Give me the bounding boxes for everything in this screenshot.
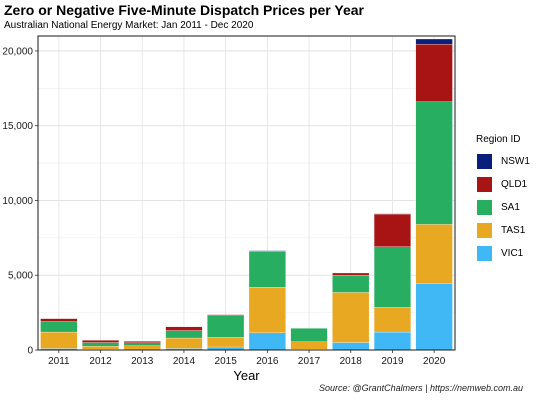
bar-segment-tas1-2011 — [40, 331, 78, 349]
bar-segment-tas1-2012 — [82, 346, 120, 350]
bar-segment-sa1-2016 — [248, 251, 286, 288]
legend-swatch — [476, 199, 493, 216]
x-tick-label: 2018 — [340, 356, 363, 367]
bar-segment-tas1-2020 — [415, 224, 453, 284]
bar-segment-qld1-2011 — [40, 318, 78, 322]
y-tick-label: 10,000 — [2, 196, 33, 207]
legend-title: Region ID — [476, 134, 521, 145]
bar-segment-vic1-2018 — [332, 342, 370, 351]
bar-segment-tas1-2017 — [290, 341, 328, 350]
y-tick-label: 20,000 — [2, 46, 33, 57]
bar-segment-sa1-2019 — [373, 246, 411, 308]
bar-segment-qld1-2018 — [332, 272, 370, 276]
y-tick-label: 5,000 — [8, 271, 33, 282]
x-axis-title: Year — [233, 368, 260, 383]
bar-segment-qld1-2014 — [165, 326, 203, 331]
bar-segment-qld1-2013 — [123, 341, 161, 343]
y-tick-label: 15,000 — [2, 121, 33, 132]
bar-segment-sa1-2014 — [165, 330, 203, 339]
x-tick-label: 2012 — [89, 356, 112, 367]
bar-segment-sa1-2018 — [332, 275, 370, 293]
source-caption: Source: @GrantChalmers | https://nemweb.… — [318, 383, 523, 393]
bar-segment-tas1-2019 — [373, 307, 411, 333]
bar-segment-tas1-2018 — [332, 292, 370, 343]
x-tick-label: 2020 — [423, 356, 446, 367]
bar-segment-nsw1-2016 — [248, 250, 286, 252]
bar-segment-nsw1-2019 — [373, 213, 411, 215]
bar-segment-vic1-2019 — [373, 331, 411, 351]
legend-items: NSW1 QLD1 SA1 TAS1 VIC1 — [476, 150, 530, 265]
bar-segment-vic1-2020 — [415, 283, 453, 351]
legend-swatch — [476, 176, 493, 193]
legend-item-nsw1: NSW1 — [476, 150, 530, 173]
bar-segment-sa1-2020 — [415, 101, 453, 225]
x-tick-label: 2011 — [48, 356, 70, 367]
x-tick-label: 2017 — [298, 356, 321, 367]
legend-swatch — [476, 245, 493, 262]
bar-segment-sa1-2015 — [207, 314, 245, 338]
legend-item-qld1: QLD1 — [476, 173, 530, 196]
chart-title: Zero or Negative Five-Minute Dispatch Pr… — [4, 2, 364, 18]
bar-segment-qld1-2019 — [373, 213, 411, 247]
legend: Region ID NSW1 QLD1 SA1 TAS1 VIC1 — [476, 134, 530, 265]
x-tick-label: 2016 — [256, 356, 279, 367]
bar-segment-qld1-2012 — [82, 340, 120, 343]
legend-swatch — [476, 222, 493, 239]
y-tick-label: 0 — [27, 346, 33, 357]
bar-segment-vic1-2016 — [248, 332, 286, 351]
bar-segment-qld1-2020 — [415, 44, 453, 102]
legend-item-vic1: VIC1 — [476, 242, 530, 265]
bar-segment-tas1-2014 — [165, 337, 203, 349]
chart-subtitle: Australian National Energy Market: Jan 2… — [4, 20, 254, 31]
bar-segment-qld1-2015 — [207, 314, 245, 316]
legend-label: SA1 — [501, 202, 520, 213]
bar-segment-tas1-2013 — [123, 345, 161, 350]
x-tick-label: 2015 — [215, 356, 238, 367]
legend-item-tas1: TAS1 — [476, 219, 530, 242]
bar-segment-tas1-2015 — [207, 337, 245, 348]
x-tick-label: 2014 — [173, 356, 196, 367]
legend-label: QLD1 — [501, 179, 528, 190]
x-tick-label: 2019 — [381, 356, 404, 367]
bar-segment-sa1-2011 — [40, 321, 78, 333]
legend-label: VIC1 — [501, 248, 524, 259]
bar-segment-tas1-2016 — [248, 287, 286, 333]
legend-label: TAS1 — [501, 225, 526, 236]
legend-item-sa1: SA1 — [476, 196, 530, 219]
x-tick-label: 2013 — [131, 356, 154, 367]
legend-swatch — [476, 153, 493, 170]
bar-segment-nsw1-2020 — [415, 38, 453, 45]
plot-border — [37, 35, 456, 351]
legend-label: NSW1 — [501, 156, 530, 167]
bar-segment-sa1-2017 — [290, 328, 328, 342]
bar-segment-sa1-2012 — [82, 342, 120, 347]
bar-segment-sa1-2013 — [123, 342, 161, 346]
